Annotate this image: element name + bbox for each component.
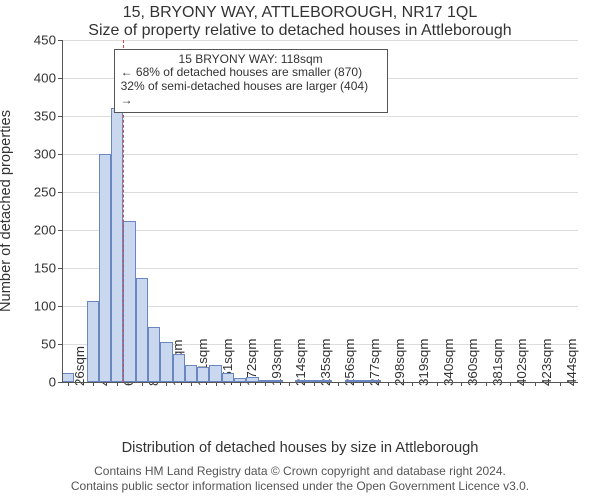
y-tick-label: 50 <box>41 337 62 352</box>
y-tick-label: 350 <box>34 109 62 124</box>
x-tick-label: 381sqm <box>490 339 505 386</box>
x-axis <box>62 382 578 383</box>
grid-line <box>62 230 578 231</box>
x-tick-label: 402sqm <box>514 339 529 386</box>
grid-line <box>62 40 578 41</box>
y-tick-label: 150 <box>34 261 62 276</box>
y-tick-label: 250 <box>34 185 62 200</box>
histogram-bar <box>148 327 160 382</box>
x-tick-label: 277sqm <box>367 339 382 386</box>
chart-title-line2: Size of property relative to detached ho… <box>0 22 600 40</box>
attribution-line: Contains public sector information licen… <box>0 479 600 494</box>
histogram-bar <box>62 373 74 382</box>
histogram-bar <box>136 278 148 382</box>
x-tick-label: 423sqm <box>539 339 554 386</box>
x-tick-label: 26sqm <box>72 346 87 386</box>
chart-title-line1: 15, BRYONY WAY, ATTLEBOROUGH, NR17 1QL <box>0 4 600 22</box>
grid-line <box>62 116 578 117</box>
y-tick-label: 300 <box>34 147 62 162</box>
annotation-line: ← 68% of detached houses are smaller (87… <box>121 66 381 80</box>
attribution-text: Contains HM Land Registry data © Crown c… <box>0 464 600 494</box>
histogram-bar <box>185 365 197 382</box>
annotation-box: 15 BRYONY WAY: 118sqm← 68% of detached h… <box>114 49 388 113</box>
histogram-bar <box>197 367 209 382</box>
grid-line <box>62 192 578 193</box>
histogram-bar <box>209 365 221 382</box>
histogram-bar <box>99 154 111 382</box>
histogram-bar <box>173 354 185 382</box>
annotation-line: 15 BRYONY WAY: 118sqm <box>121 53 381 67</box>
x-tick-label: 256sqm <box>342 339 357 386</box>
y-tick-label: 200 <box>34 223 62 238</box>
x-tick-label: 360sqm <box>465 339 480 386</box>
y-tick-label: 450 <box>34 33 62 48</box>
x-tick-label: 193sqm <box>269 339 284 386</box>
y-tick-label: 400 <box>34 71 62 86</box>
y-axis-label: Number of detached properties <box>0 110 14 312</box>
annotation-line: 32% of semi-detached houses are larger (… <box>121 80 381 108</box>
histogram-bar <box>111 108 123 382</box>
x-tick-label: 298sqm <box>392 339 407 386</box>
chart-container: 15, BRYONY WAY, ATTLEBOROUGH, NR17 1QL S… <box>0 0 600 500</box>
x-tick-label: 319sqm <box>416 339 431 386</box>
x-axis-label: Distribution of detached houses by size … <box>0 440 600 456</box>
y-tick-label: 0 <box>49 375 62 390</box>
grid-line <box>62 154 578 155</box>
histogram-bar <box>160 342 172 382</box>
attribution-line: Contains HM Land Registry data © Crown c… <box>0 464 600 479</box>
y-tick-label: 100 <box>34 299 62 314</box>
histogram-bar <box>87 301 99 382</box>
grid-line <box>62 268 578 269</box>
x-tick-label: 340sqm <box>441 339 456 386</box>
plot-area: 05010015020025030035040045026sqm47sqm68s… <box>62 40 578 382</box>
x-tick-label: 444sqm <box>564 339 579 386</box>
x-tick-label: 235sqm <box>318 339 333 386</box>
y-axis <box>62 40 63 382</box>
histogram-bar <box>222 373 234 382</box>
histogram-bar <box>123 221 135 382</box>
